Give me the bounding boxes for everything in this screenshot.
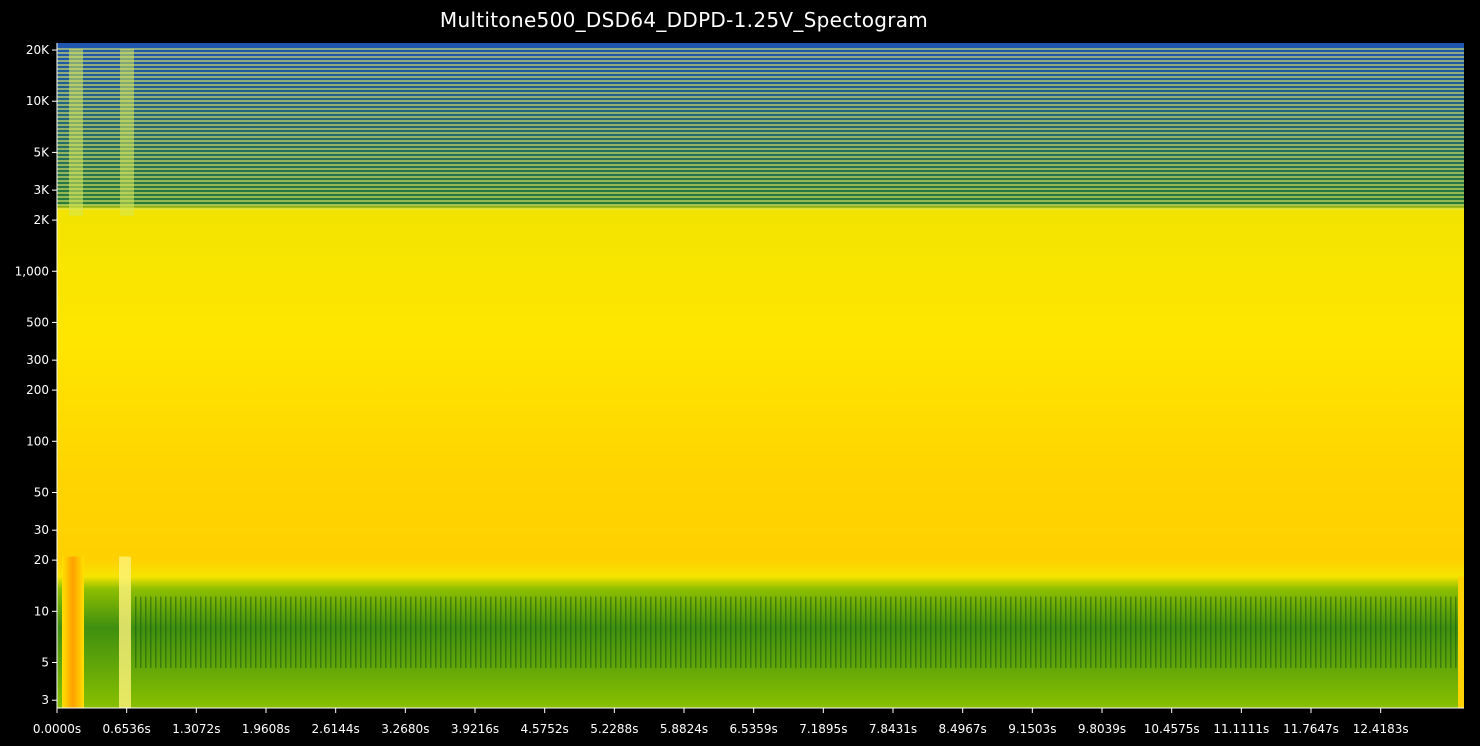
x-tick-label: 0.6536s bbox=[103, 722, 151, 736]
x-tick-label: 9.8039s bbox=[1078, 722, 1126, 736]
y-tick-label: 20K bbox=[26, 43, 50, 57]
y-tick-label: 5 bbox=[41, 655, 49, 669]
x-tick-label: 0.0000s bbox=[33, 722, 81, 736]
y-tick-label: 300 bbox=[26, 353, 49, 367]
y-tick-label: 10K bbox=[26, 94, 50, 108]
y-tick-label: 5K bbox=[33, 145, 50, 159]
x-tick-label: 12.4183s bbox=[1353, 722, 1409, 736]
chart-title: Multitone500_DSD64_DDPD-1.25V_Spectogram bbox=[439, 8, 929, 32]
y-tick-label: 3K bbox=[33, 183, 50, 197]
y-tick-label: 10 bbox=[34, 604, 49, 618]
x-tick-label: 3.2680s bbox=[381, 722, 429, 736]
edge-strip bbox=[1458, 576, 1464, 708]
y-tick-label: 2K bbox=[33, 213, 50, 227]
x-tick-label: 1.3072s bbox=[172, 722, 220, 736]
x-tick-label: 10.4575s bbox=[1144, 722, 1200, 736]
low-band-texture bbox=[132, 596, 1459, 668]
y-tick-label: 500 bbox=[26, 315, 49, 329]
x-tick-label: 1.9608s bbox=[242, 722, 290, 736]
x-tick-label: 11.7647s bbox=[1283, 722, 1339, 736]
onset-burst bbox=[62, 556, 84, 708]
y-tick-label: 200 bbox=[26, 383, 49, 397]
x-tick-label: 9.1503s bbox=[1008, 722, 1056, 736]
x-tick-label: 5.2288s bbox=[590, 722, 638, 736]
y-tick-label: 20 bbox=[34, 553, 49, 567]
y-tick-label: 1,000 bbox=[15, 264, 49, 278]
x-tick-label: 4.5752s bbox=[521, 722, 569, 736]
transient-column-1 bbox=[69, 49, 83, 216]
y-tick-label: 100 bbox=[26, 434, 49, 448]
x-tick-label: 7.8431s bbox=[869, 722, 917, 736]
y-tick-label: 50 bbox=[34, 485, 49, 499]
transient-column-2 bbox=[120, 49, 134, 216]
x-tick-label: 3.9216s bbox=[451, 722, 499, 736]
y-tick-label: 3 bbox=[41, 693, 49, 707]
x-tick-label: 5.8824s bbox=[660, 722, 708, 736]
x-tick-label: 7.1895s bbox=[799, 722, 847, 736]
y-tick-label: 30 bbox=[34, 523, 49, 537]
x-tick-label: 8.4967s bbox=[939, 722, 987, 736]
x-tick-label: 2.6144s bbox=[312, 722, 360, 736]
high-band-texture bbox=[57, 47, 1464, 210]
onset-burst-2 bbox=[119, 556, 131, 708]
x-tick-label: 6.5359s bbox=[730, 722, 778, 736]
x-tick-label: 11.1111s bbox=[1213, 722, 1269, 736]
